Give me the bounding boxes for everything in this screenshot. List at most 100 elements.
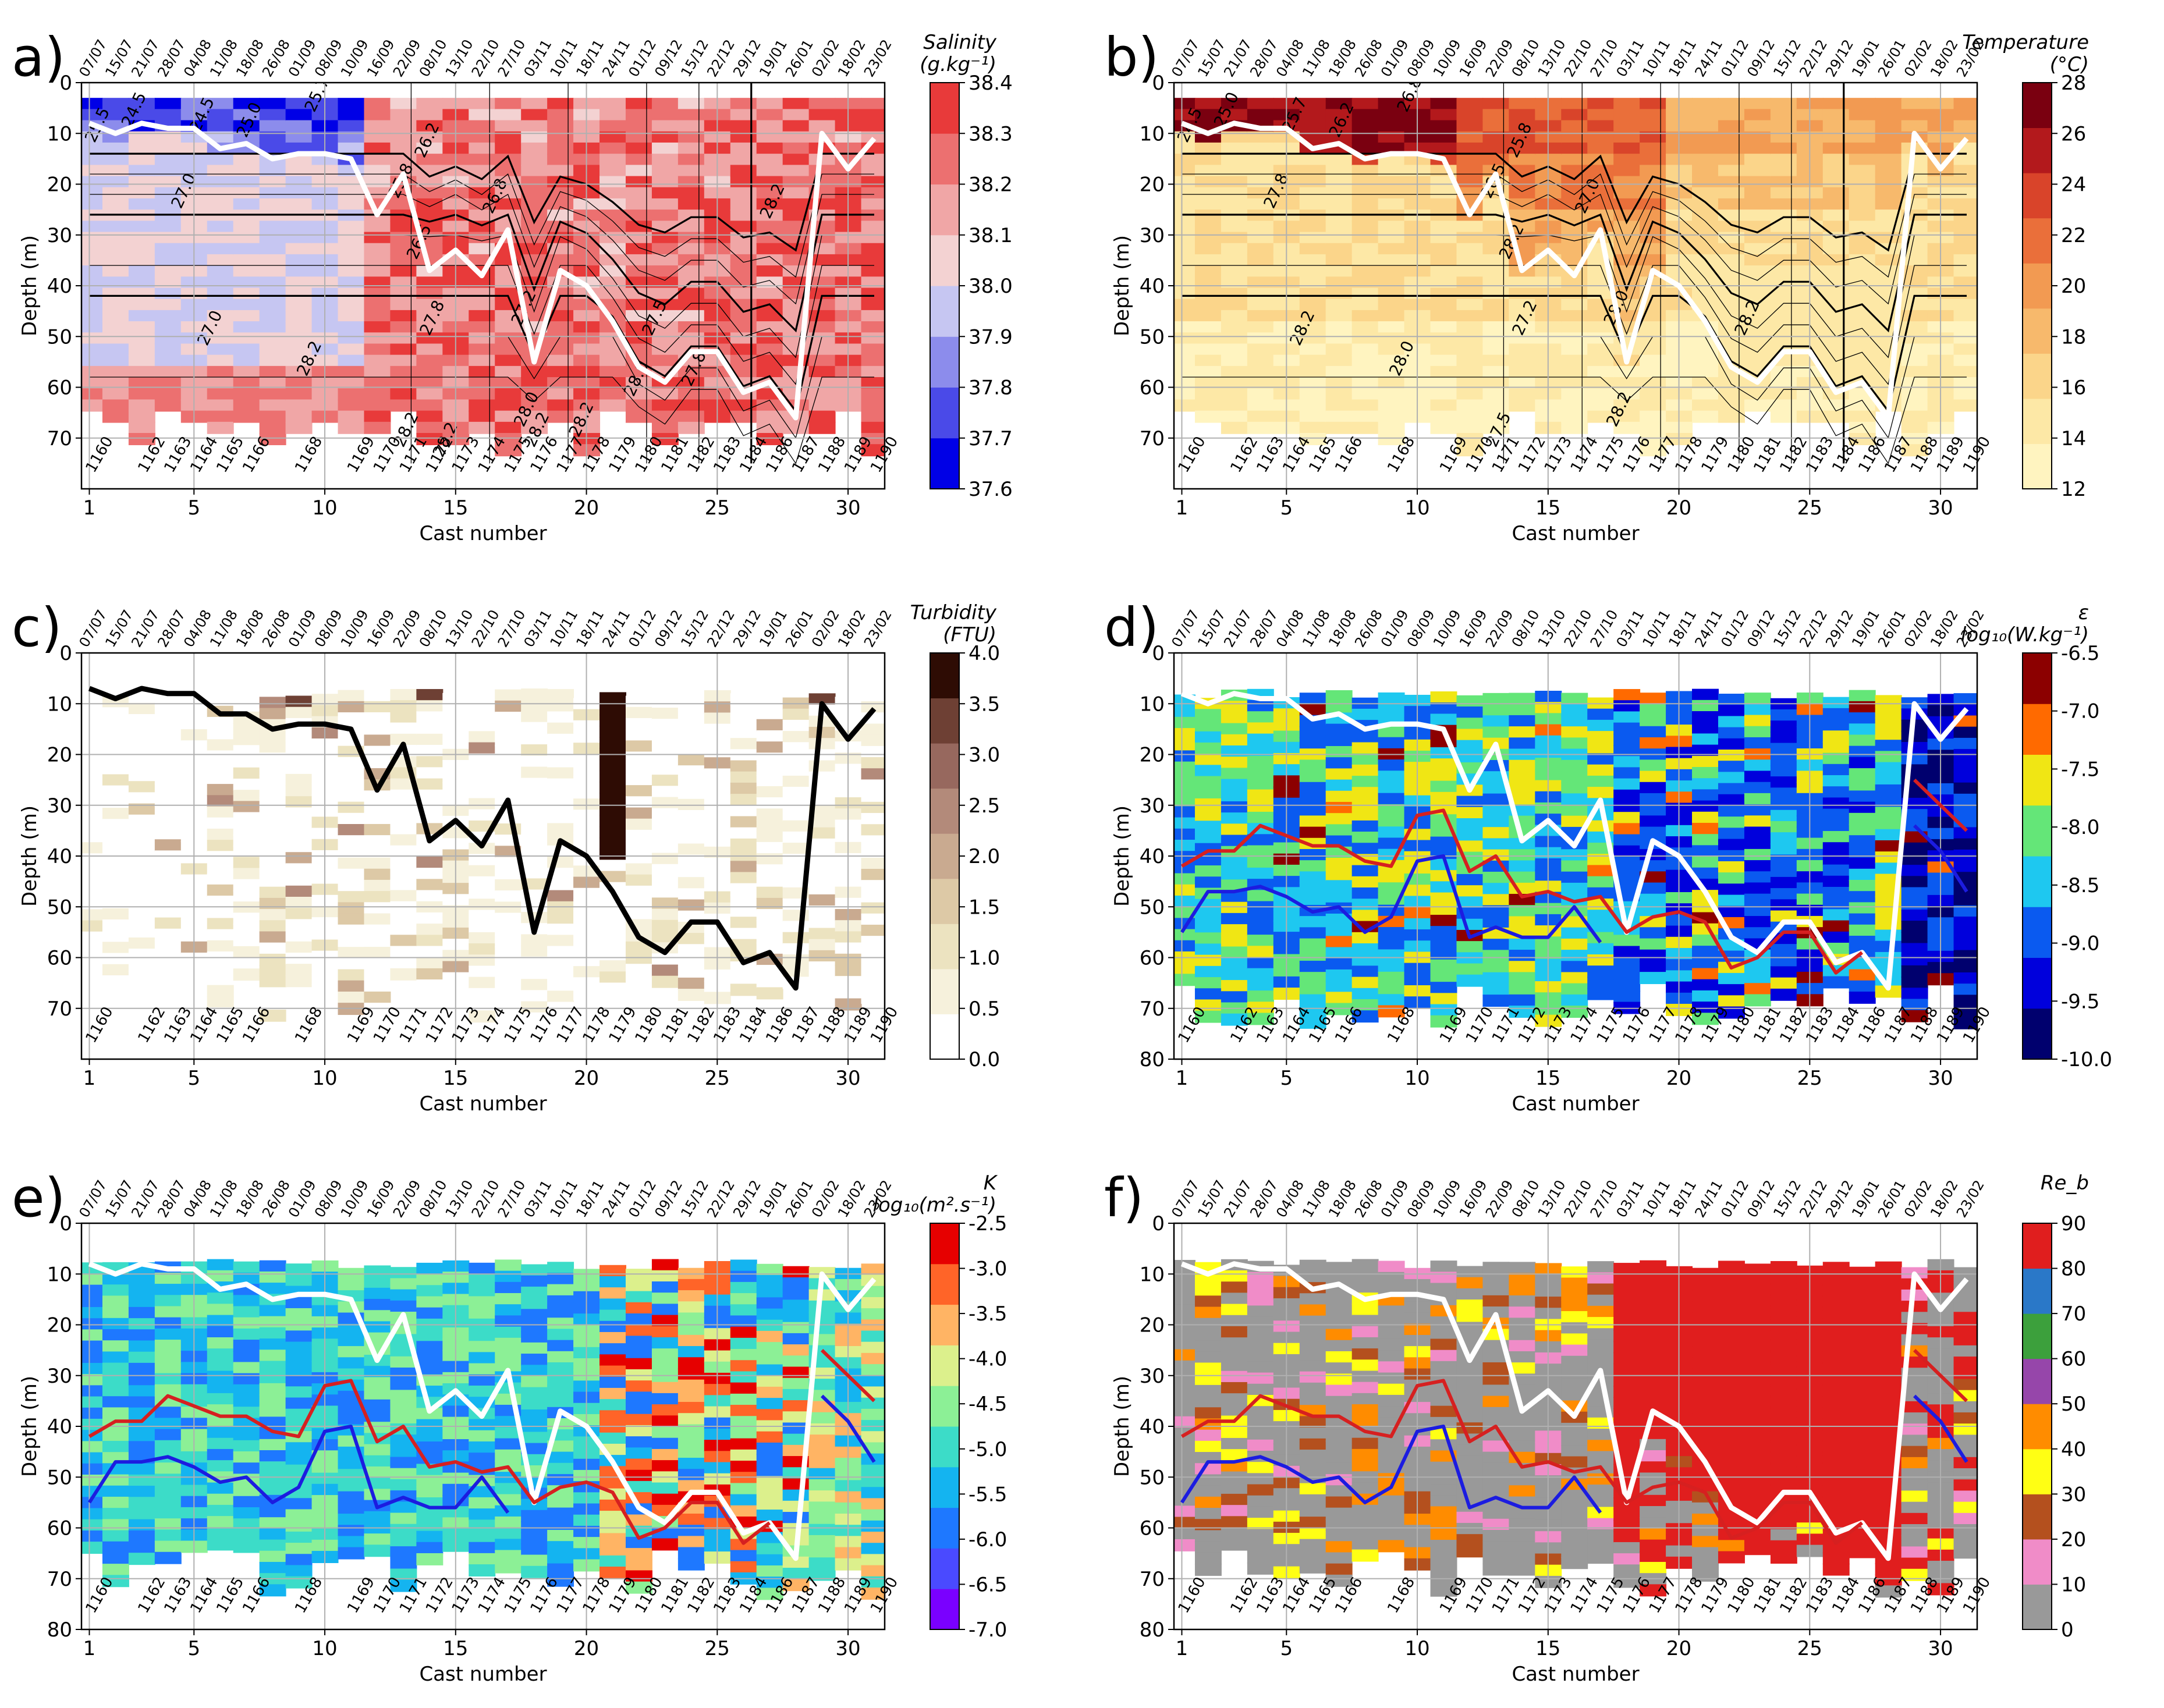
heatmap-cell: [495, 433, 522, 445]
heatmap-cell: [1378, 410, 1405, 423]
heatmap-cell: [1509, 131, 1536, 144]
heatmap-cell: [233, 410, 260, 423]
heatmap-cell: [782, 221, 810, 233]
heatmap-cell: [861, 913, 885, 926]
heatmap-cell: [730, 1550, 757, 1563]
heatmap-cell: [625, 109, 652, 122]
heatmap-cell: [1692, 232, 1719, 244]
heatmap-cell: [547, 187, 574, 200]
heatmap-cell: [730, 861, 757, 873]
heatmap-cell: [1482, 804, 1510, 817]
heatmap-cell: [128, 176, 155, 189]
heatmap-cell: [677, 332, 705, 345]
colorbar-tick-label: 12: [2061, 478, 2086, 501]
heatmap-cell: [756, 1386, 783, 1399]
heatmap-cell: [861, 444, 885, 457]
heatmap-cell: [1587, 865, 1615, 878]
heatmap-cell: [1351, 276, 1379, 289]
heatmap-cell: [521, 1001, 548, 1014]
heatmap-cell: [1692, 354, 1719, 367]
heatmap-cell: [1456, 896, 1484, 909]
heatmap-cell: [128, 893, 155, 906]
heatmap-cell: [364, 354, 391, 367]
heatmap-cell: [102, 354, 129, 367]
heatmap-cell: [233, 790, 260, 802]
heatmap-cell: [547, 1496, 574, 1509]
heatmap-cell: [599, 1376, 626, 1389]
heatmap-cell: [1718, 221, 1745, 233]
heatmap-cell: [1901, 154, 1928, 166]
heatmap-cell: [495, 198, 522, 211]
heatmap-cell: [1456, 321, 1484, 334]
heatmap-cell: [1561, 299, 1588, 311]
heatmap-cell: [1247, 176, 1274, 189]
heatmap-cell: [1770, 332, 1797, 345]
heatmap-cell: [599, 1331, 626, 1344]
heatmap-cell: [1325, 925, 1353, 938]
heatmap-cell: [730, 1405, 757, 1417]
heatmap-cell: [1640, 826, 1667, 839]
heatmap-cell: [1351, 377, 1379, 389]
heatmap-cell: [521, 755, 548, 768]
heatmap-cell: [730, 154, 757, 166]
heatmap-cell: [1351, 243, 1379, 255]
heatmap-cell: [1482, 377, 1510, 389]
heatmap-cell: [1822, 864, 1850, 877]
heatmap-cell: [1325, 857, 1353, 870]
heatmap-cell: [285, 131, 313, 144]
heatmap-cell: [469, 988, 496, 1000]
heatmap-cell: [233, 332, 260, 345]
heatmap-cell: [1718, 377, 1745, 389]
heatmap-cell: [1247, 711, 1274, 724]
heatmap-cell: [285, 365, 313, 378]
heatmap-cell: [1953, 805, 1977, 818]
heatmap-cell: [416, 1262, 444, 1275]
heatmap-cell: [782, 1568, 810, 1580]
heatmap-cell: [81, 287, 103, 300]
heatmap-cell: [1640, 410, 1667, 423]
colorbar-segment: [2023, 263, 2052, 309]
heatmap-cell: [81, 243, 103, 255]
heatmap-cell: [1744, 983, 1771, 996]
heatmap-cell: [259, 976, 286, 989]
heatmap-cell: [1325, 299, 1353, 311]
y-tick-label: 70: [47, 997, 72, 1021]
heatmap-cell: [259, 920, 286, 933]
heatmap-cell: [416, 722, 444, 735]
heatmap-cell: [233, 1496, 260, 1508]
heatmap-cell: [861, 276, 885, 289]
contour-line: [89, 265, 874, 385]
heatmap-cell: [730, 1315, 757, 1328]
heatmap-cell: [469, 198, 496, 211]
heatmap-cell: [1613, 98, 1641, 111]
heatmap-cell: [128, 187, 155, 200]
heatmap-cell: [1875, 773, 1902, 786]
heatmap-cell: [102, 919, 129, 932]
heatmap-cell: [495, 221, 522, 233]
heatmap-cell: [756, 775, 783, 787]
heatmap-cell: [1744, 321, 1771, 334]
heatmap-cell: [1587, 753, 1615, 766]
heatmap-cell: [625, 98, 652, 111]
heatmap-cell: [233, 165, 260, 177]
heatmap-cell: [338, 287, 365, 300]
heatmap-cell: [1194, 988, 1222, 1001]
heatmap-cell: [207, 1326, 234, 1338]
heatmap-cell: [651, 1448, 679, 1461]
heatmap-cell: [1221, 823, 1248, 836]
heatmap-cell: [207, 716, 234, 729]
heatmap-cell: [599, 926, 626, 939]
heatmap-cell: [259, 321, 286, 334]
heatmap-cell: [285, 829, 313, 842]
x-tick-label: 20: [574, 496, 599, 520]
heatmap-cell: [259, 388, 286, 401]
heatmap-cell: [128, 758, 155, 771]
heatmap-cell: [1430, 410, 1457, 423]
heatmap-cell: [1482, 815, 1510, 828]
heatmap-cell: [1351, 776, 1379, 789]
heatmap-cell: [861, 768, 885, 781]
heatmap-cell: [756, 254, 783, 267]
heatmap-cell: [1692, 388, 1719, 401]
heatmap-cell: [416, 276, 444, 289]
heatmap-cell: [1692, 957, 1719, 970]
